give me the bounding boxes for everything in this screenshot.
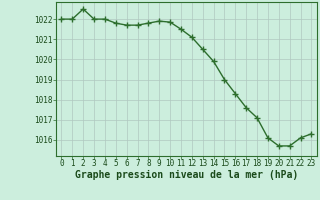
X-axis label: Graphe pression niveau de la mer (hPa): Graphe pression niveau de la mer (hPa) bbox=[75, 170, 298, 180]
